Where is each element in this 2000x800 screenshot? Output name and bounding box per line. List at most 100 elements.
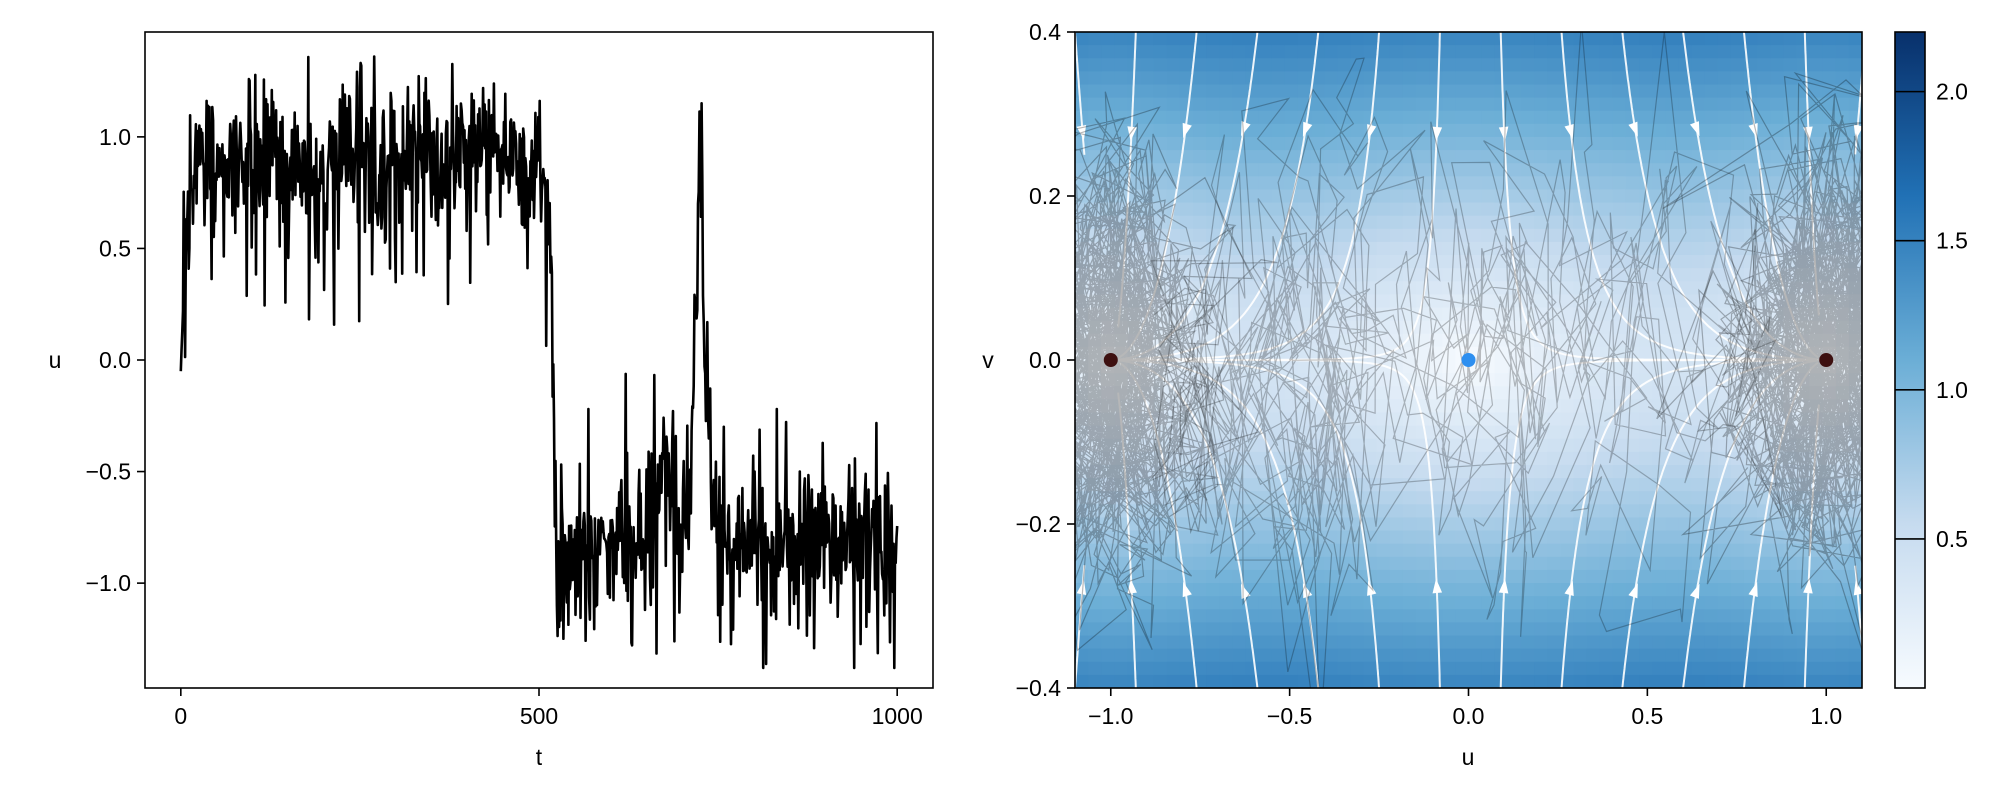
- heatmap-cell: [1193, 150, 1207, 164]
- heatmap-cell: [1835, 110, 1850, 125]
- heatmap-cell: [1389, 189, 1404, 204]
- heatmap-cell: [1481, 294, 1496, 309]
- heatmap-cell: [1455, 320, 1470, 335]
- heatmap-cell: [1809, 32, 1824, 46]
- heatmap-cell: [1350, 123, 1365, 138]
- heatmap-cell: [1442, 202, 1456, 217]
- heatmap-cell: [1311, 425, 1325, 440]
- heatmap-cell: [1520, 163, 1535, 177]
- heatmap-cell: [1783, 202, 1798, 217]
- heatmap-cell: [1730, 307, 1745, 322]
- heatmap-cell: [1717, 123, 1732, 138]
- streamline: [1742, 32, 1819, 359]
- heatmap-cell: [1350, 268, 1365, 282]
- heatmap-cell: [1350, 661, 1365, 676]
- heatmap-cell: [1206, 136, 1220, 151]
- heatmap-cell: [1350, 360, 1365, 374]
- heatmap-cell: [1848, 228, 1862, 243]
- heatmap-cell: [1337, 360, 1352, 374]
- heatmap-cell: [1835, 648, 1850, 663]
- heatmap-cell: [1507, 569, 1522, 584]
- heatmap-cell: [1586, 543, 1601, 558]
- heatmap-cell: [1835, 228, 1850, 243]
- heatmap-cell: [1284, 556, 1299, 571]
- heatmap-cell: [1599, 530, 1614, 545]
- heatmap-cell: [1311, 412, 1325, 427]
- heatmap-cell: [1599, 241, 1614, 256]
- heatmap-cell: [1599, 32, 1614, 46]
- heatmap-cell: [1822, 281, 1837, 295]
- heatmap-cell: [1534, 268, 1548, 282]
- heatmap-cell: [1311, 491, 1325, 505]
- heatmap-cell: [1534, 281, 1548, 295]
- heatmap-cell: [1140, 438, 1155, 453]
- heatmap-cell: [1429, 71, 1443, 86]
- heatmap-cell: [1547, 163, 1561, 177]
- heatmap-cell: [1193, 569, 1207, 584]
- heatmap-cell: [1297, 674, 1312, 688]
- heatmap-cell: [1481, 360, 1496, 374]
- heatmap-cell: [1560, 163, 1575, 177]
- heatmap-cell: [1809, 530, 1824, 545]
- heatmap-cell: [1389, 58, 1404, 72]
- heatmap-cell: [1612, 163, 1627, 177]
- heatmap-cell: [1179, 517, 1194, 532]
- heatmap-cell: [1678, 622, 1693, 637]
- heatmap-cell: [1245, 84, 1260, 99]
- heatmap-cell: [1245, 373, 1260, 387]
- heatmap-cell: [1678, 228, 1693, 243]
- heatmap-cell: [1730, 583, 1745, 597]
- heatmap-cell: [1704, 294, 1719, 309]
- heatmap-cell: [1547, 307, 1561, 322]
- heatmap-cell: [1835, 333, 1850, 348]
- heatmap-cell: [1297, 648, 1312, 663]
- heatmap-cell: [1127, 674, 1142, 688]
- heatmap-cell: [1704, 635, 1719, 650]
- heatmap-cell: [1297, 307, 1312, 322]
- heatmap-cell: [1822, 425, 1837, 440]
- heatmap-cell: [1691, 609, 1706, 623]
- streamline-arrow: [1182, 581, 1192, 598]
- heatmap-cell: [1416, 150, 1430, 164]
- heatmap-cell: [1376, 569, 1391, 584]
- heatmap-cell: [1520, 215, 1535, 230]
- heatmap-cell: [1179, 189, 1194, 204]
- heatmap-cell: [1599, 674, 1614, 688]
- heatmap-cell: [1835, 661, 1850, 676]
- heatmap-cell: [1389, 530, 1404, 545]
- heatmap-cell: [1848, 333, 1862, 348]
- heatmap-cell: [1402, 543, 1417, 558]
- heatmap-cell: [1770, 399, 1784, 414]
- heatmap-cell: [1481, 228, 1496, 243]
- heatmap-cell: [1101, 268, 1115, 282]
- heatmap-cell: [1114, 333, 1129, 348]
- heatmap-cell: [1245, 478, 1260, 492]
- heatmap-cell: [1206, 294, 1220, 309]
- heatmap-cell: [1219, 84, 1233, 99]
- heatmap-cell: [1796, 478, 1811, 492]
- heatmap-cell: [1586, 123, 1601, 138]
- heatmap-cell: [1455, 45, 1470, 59]
- heatmap-cell: [1114, 123, 1129, 138]
- heatmap-cell: [1612, 661, 1627, 676]
- heatmap-cell: [1219, 648, 1233, 663]
- heatmap-cell: [1455, 110, 1470, 125]
- heatmap-cell: [1258, 674, 1273, 688]
- heatmap-cell: [1455, 202, 1470, 217]
- heatmap-cell: [1560, 478, 1575, 492]
- heatmap-cell: [1534, 464, 1548, 479]
- heatmap-cell: [1835, 543, 1850, 558]
- heatmap-cell: [1560, 504, 1575, 519]
- heatmap-cell: [1114, 150, 1129, 164]
- heatmap-cell: [1691, 32, 1706, 46]
- heatmap-cell: [1075, 661, 1089, 676]
- heatmap-cell: [1075, 569, 1089, 584]
- heatmap-cell: [1534, 333, 1548, 348]
- heatmap-cell: [1350, 648, 1365, 663]
- heatmap-cell: [1717, 491, 1732, 505]
- heatmap-cell: [1114, 517, 1129, 532]
- heatmap-cell: [1534, 307, 1548, 322]
- heatmap-cell: [1547, 596, 1561, 610]
- heatmap-cell: [1271, 150, 1286, 164]
- heatmap-cell: [1757, 136, 1771, 151]
